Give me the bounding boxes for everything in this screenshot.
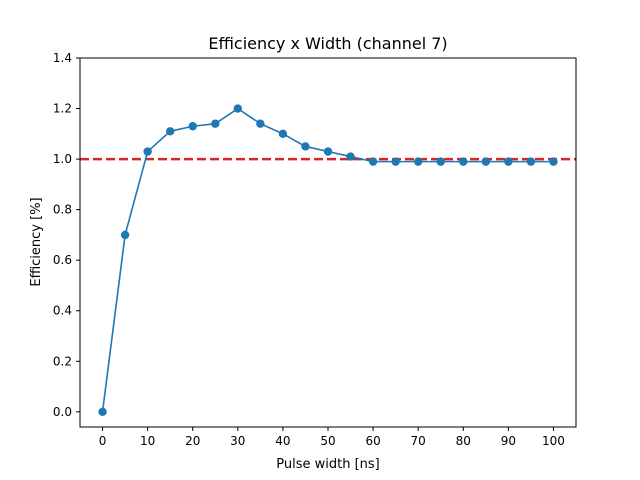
x-axis-label: Pulse width [ns]	[276, 457, 380, 472]
data-point	[481, 157, 491, 166]
y-axis-label: Efficiency [%]	[29, 197, 44, 286]
data-point	[504, 157, 513, 166]
data-point	[233, 104, 243, 113]
data-point	[211, 119, 220, 128]
plot-area	[80, 104, 576, 417]
x-tick-label: 0	[99, 434, 107, 448]
data-point	[368, 157, 378, 166]
data-point	[278, 129, 288, 139]
x-tick-label: 30	[230, 434, 245, 448]
data-point	[413, 157, 423, 166]
y-tick-label: 0.4	[53, 304, 72, 318]
y-tick-label: 1.2	[53, 102, 72, 116]
x-axis: 0 10 20 30 40 50 60 70 80 90 100	[99, 427, 565, 448]
data-point	[301, 142, 310, 151]
data-point	[459, 157, 468, 166]
data-point	[526, 157, 536, 166]
y-tick-label: 1.0	[53, 152, 72, 166]
x-tick-label: 20	[185, 434, 200, 448]
y-axis: 0.0 0.2 0.4 0.6 0.8 1.0 1.2 1.4	[53, 51, 80, 419]
data-point	[436, 157, 445, 166]
x-tick-label: 90	[501, 434, 516, 448]
x-tick-label: 80	[456, 434, 471, 448]
y-tick-label: 0.8	[53, 203, 72, 217]
y-tick-label: 0.6	[53, 253, 72, 267]
data-point	[188, 122, 197, 131]
x-tick-label: 40	[275, 434, 290, 448]
data-point	[143, 147, 152, 156]
data-point	[391, 157, 400, 166]
x-tick-label: 10	[140, 434, 155, 448]
data-point	[165, 127, 175, 136]
y-tick-label: 0.2	[53, 354, 72, 368]
data-point	[549, 157, 558, 166]
x-tick-label: 60	[365, 434, 380, 448]
y-tick-label: 1.4	[53, 51, 72, 65]
axes-frame	[79, 57, 577, 428]
data-point	[120, 230, 130, 240]
x-tick-label: 100	[542, 434, 565, 448]
x-tick-label: 70	[411, 434, 426, 448]
data-point	[346, 152, 355, 161]
chart-title: Efficiency x Width (channel 7)	[208, 34, 447, 53]
x-tick-label: 50	[320, 434, 335, 448]
data-point	[98, 407, 107, 417]
data-point	[256, 119, 265, 128]
y-tick-label: 0.0	[53, 405, 72, 419]
data-point	[323, 147, 333, 156]
